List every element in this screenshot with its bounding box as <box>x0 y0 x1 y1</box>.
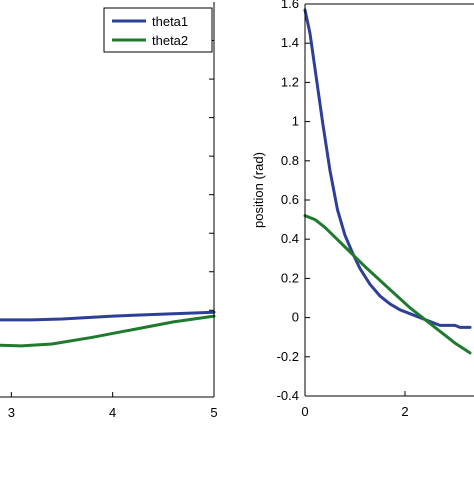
left-x-tick-label: 3 <box>8 405 15 420</box>
right-y-tick-label: 0.8 <box>281 153 299 168</box>
left-plot: 3 4 5 theta1 theta2 <box>0 2 218 420</box>
legend-label-theta2: theta2 <box>152 33 188 48</box>
right-y-tick-label: 1 <box>292 114 299 129</box>
left-plot-axes <box>0 2 215 398</box>
right-y-tick-label: 1.6 <box>281 0 299 11</box>
left-plot-ticks: 3 4 5 <box>8 40 218 420</box>
right-plot-ticks: -0.4 -0.2 0 0.2 0.4 0.6 0.8 1 1.2 1.4 1.6 0 2 <box>277 0 409 419</box>
right-y-tick-label: -0.2 <box>277 349 299 364</box>
legend-label-theta1: theta1 <box>152 14 188 29</box>
right-y-tick-label: 0 <box>292 310 299 325</box>
right-plot-axes <box>304 3 474 397</box>
series-line-theta2 <box>0 314 216 348</box>
right-x-tick-label: 2 <box>401 404 408 419</box>
series-line-theta2 <box>303 214 472 355</box>
left-plot-series <box>0 310 216 348</box>
left-x-tick-label: 5 <box>210 405 217 420</box>
y-axis-label: position (rad) <box>251 152 266 228</box>
right-plot-series <box>303 8 472 355</box>
right-x-tick-label: 0 <box>301 404 308 419</box>
right-y-tick-label: -0.4 <box>277 388 299 403</box>
series-line-theta1 <box>0 310 216 322</box>
right-y-tick-label: 1.2 <box>281 74 299 89</box>
right-y-tick-label: 0.4 <box>281 231 299 246</box>
right-y-tick-label: 1.4 <box>281 35 299 50</box>
right-y-tick-label: 0.2 <box>281 270 299 285</box>
right-plot: -0.4 -0.2 0 0.2 0.4 0.6 0.8 1 1.2 1.4 1.6 0 2 positi… <box>251 0 474 419</box>
legend-box <box>103 7 213 53</box>
right-y-tick-label: 0.6 <box>281 192 299 207</box>
legend: theta1 theta2 <box>103 7 213 53</box>
series-line-theta1 <box>303 8 472 329</box>
left-x-tick-label: 4 <box>109 405 116 420</box>
